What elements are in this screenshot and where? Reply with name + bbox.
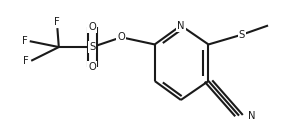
Text: S: S [239, 30, 245, 40]
Text: N: N [177, 20, 185, 30]
Text: F: F [23, 56, 29, 66]
Text: O: O [117, 32, 125, 42]
Text: F: F [22, 36, 27, 46]
Text: O: O [88, 62, 96, 72]
Text: S: S [89, 42, 95, 52]
Text: O: O [88, 22, 96, 32]
Text: F: F [55, 17, 60, 27]
Text: N: N [248, 111, 255, 121]
